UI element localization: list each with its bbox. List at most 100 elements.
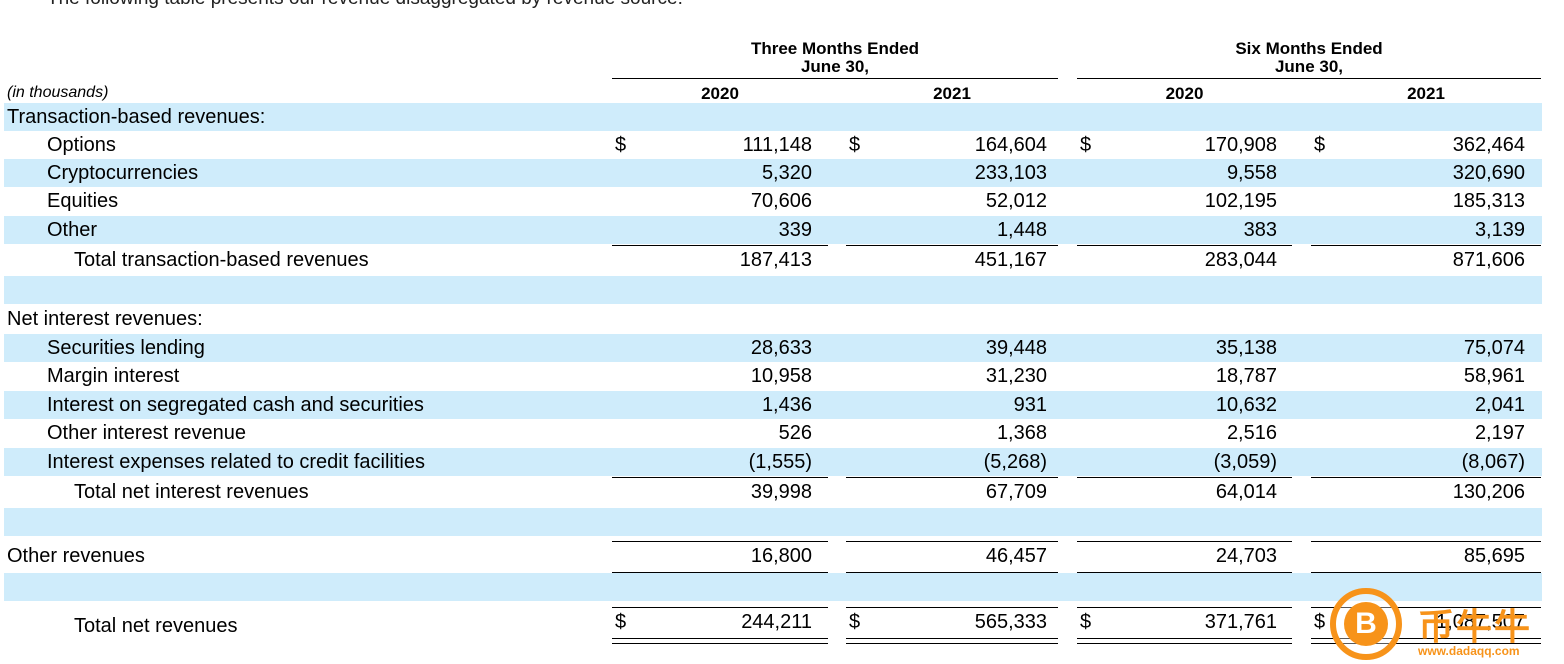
table-row (4, 573, 1542, 601)
table-row (4, 508, 1542, 536)
cell-value: 28,633 (750, 337, 812, 359)
currency-symbol: $ (615, 611, 627, 633)
year-col-3: 2020 (1165, 84, 1204, 103)
year-col-4: 2021 (1407, 84, 1445, 103)
row-label: Transaction-based revenues: (7, 106, 266, 128)
total-bottom-rule (612, 572, 828, 573)
total-rule (1311, 245, 1541, 246)
total-rule (846, 607, 1058, 608)
currency-symbol: $ (849, 611, 861, 633)
cell-value: 244,211 (741, 611, 812, 633)
row-label: Interest expenses related to credit faci… (47, 451, 425, 473)
cell-value: 39,998 (750, 481, 812, 503)
cell-value: 362,464 (1452, 134, 1525, 156)
header-six-months-line1: Six Months Ended (1235, 39, 1383, 58)
cell-value: 170,908 (1204, 134, 1277, 156)
row-label: Other interest revenue (47, 422, 246, 444)
cell-value: 1,448 (996, 219, 1047, 241)
cell-value: 18,787 (1215, 365, 1277, 387)
watermark-url: www.dadaqq.com (1418, 644, 1520, 658)
table-row: Options $111,148 $164,604 $170,908 $362,464 (4, 131, 1542, 159)
table-row: Other revenues 16,800 46,457 24,703 85,695 (4, 542, 1542, 570)
header-three-months: Three Months Ended June 30, (612, 40, 1058, 76)
row-label: Total transaction-based revenues (74, 249, 369, 271)
cell-value: 102,195 (1204, 190, 1277, 212)
currency-symbol: $ (615, 134, 627, 156)
table-row: Securities lending 28,633 39,448 35,138 75,0… (4, 334, 1542, 362)
cell-value: 31,230 (985, 365, 1047, 387)
row-label: Total net revenues (74, 615, 238, 637)
double-underline-rule (846, 643, 1058, 644)
table-row: Net interest revenues: (4, 305, 1542, 333)
total-bottom-rule (846, 572, 1058, 573)
row-label: Interest on segregated cash and securiti… (47, 394, 424, 416)
table-row: Equities 70,606 52,012 102,195 185,313 (4, 187, 1542, 215)
year-col-2: 2021 (933, 84, 971, 103)
cell-value: 2,197 (1474, 422, 1525, 444)
cell-value: 39,448 (985, 337, 1047, 359)
header-six-months-line2: June 30, (1274, 57, 1344, 76)
header-three-months-rule (612, 78, 1058, 79)
table-row (4, 276, 1542, 304)
cell-value: 565,333 (974, 611, 1047, 633)
total-rule (1077, 245, 1292, 246)
total-rule (1077, 477, 1292, 478)
double-underline-rule (1311, 643, 1541, 644)
watermark-logo-glyph: B (1344, 602, 1388, 646)
header-three-months-line2: June 30, (800, 57, 870, 76)
row-label: Other revenues (7, 545, 145, 567)
cell-value: (1,555) (748, 451, 812, 473)
cell-value: 2,041 (1474, 394, 1525, 416)
watermark-logo-icon: B (1330, 588, 1402, 660)
double-underline-rule (1077, 638, 1292, 639)
total-bottom-rule (1311, 572, 1541, 573)
total-rule (846, 541, 1058, 542)
cell-value: 931 (1013, 394, 1047, 416)
total-rule (1311, 607, 1541, 608)
currency-symbol: $ (849, 134, 861, 156)
total-rule (1077, 607, 1292, 608)
cell-value: 10,632 (1215, 394, 1277, 416)
cell-value: 52,012 (985, 190, 1047, 212)
cell-value: 187,413 (739, 249, 812, 271)
table-row: Margin interest 10,958 31,230 18,787 58,961 (4, 362, 1542, 390)
cell-value: 16,800 (750, 545, 812, 567)
double-underline-rule (612, 643, 828, 644)
double-underline-rule (1311, 638, 1541, 639)
table-row: Other interest revenue 526 1,368 2,516 2,197 (4, 419, 1542, 447)
cell-value: 46,457 (985, 545, 1047, 567)
total-rule (1311, 477, 1541, 478)
cell-value: 70,606 (750, 190, 812, 212)
cell-value: 1,087,507 (1436, 611, 1525, 633)
cell-value: 1,436 (761, 394, 812, 416)
cell-value: 526 (778, 422, 812, 444)
cell-value: 35,138 (1215, 337, 1277, 359)
double-underline-rule (612, 638, 828, 639)
watermark-brand: 币牛牛 (1418, 606, 1533, 647)
total-rule (612, 477, 828, 478)
cell-value: 320,690 (1452, 162, 1525, 184)
total-rule (612, 541, 828, 542)
cell-value: 871,606 (1452, 249, 1525, 271)
cell-value: 111,148 (742, 134, 812, 156)
cell-value: (5,268) (983, 451, 1047, 473)
total-rule (612, 245, 828, 246)
total-rule (612, 607, 828, 608)
table-row: Total transaction-based revenues 187,413 4… (4, 246, 1542, 274)
row-label: Securities lending (47, 337, 205, 359)
row-label: Equities (47, 190, 119, 212)
cell-value: 85,695 (1463, 545, 1525, 567)
double-underline-rule (1077, 643, 1292, 644)
cell-value: 75,074 (1463, 337, 1525, 359)
row-label: Margin interest (47, 365, 180, 387)
total-bottom-rule (1077, 572, 1292, 573)
row-label: Total net interest revenues (74, 481, 309, 503)
row-label: Other (47, 219, 98, 241)
total-rule (846, 477, 1058, 478)
cell-value: (3,059) (1213, 451, 1277, 473)
table-row: Total net interest revenues 39,998 67,709 6… (4, 478, 1542, 506)
cell-value: 64,014 (1215, 481, 1277, 503)
table-row: Interest expenses related to credit faci… (4, 448, 1542, 476)
table-row: Other 339 1,448 383 3,139 (4, 216, 1542, 244)
row-label: Options (47, 134, 116, 156)
